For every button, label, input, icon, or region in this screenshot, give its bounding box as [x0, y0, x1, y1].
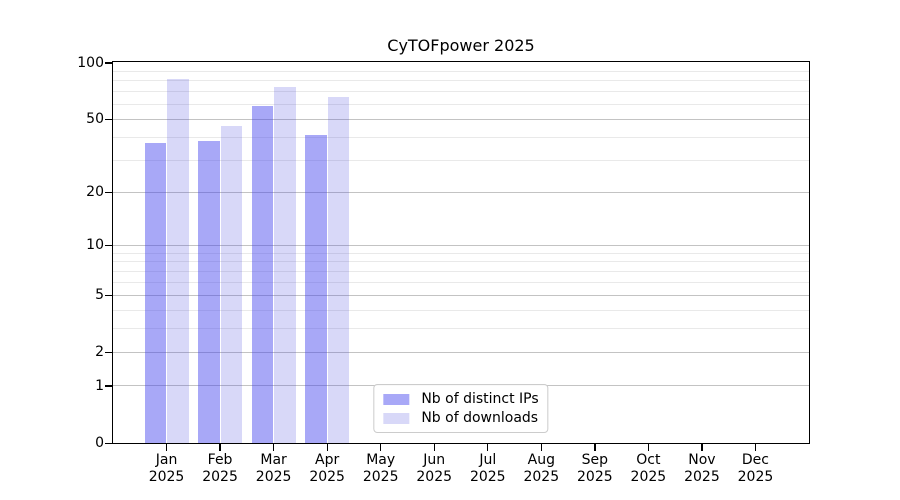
x-tick-year: 2025	[737, 468, 774, 485]
y-tick-label: 10	[86, 237, 104, 254]
x-tick-mark	[540, 443, 542, 451]
y-tick-label: 50	[86, 111, 104, 128]
bar-nb-of-distinct-ips-apr	[305, 135, 327, 443]
plot-area: Nb of distinct IPs Nb of downloads	[112, 61, 810, 444]
gridline-minor	[113, 271, 809, 273]
legend-label-distinct-ips: Nb of distinct IPs	[421, 391, 539, 407]
legend-label-downloads: Nb of downloads	[421, 410, 539, 426]
legend-item-downloads: Nb of downloads	[383, 410, 538, 426]
x-tick-label: Sep 2025	[560, 452, 630, 485]
x-tick-label: Jan 2025	[132, 452, 202, 485]
y-tick-mark	[105, 191, 113, 193]
x-tick-month: Jan	[155, 452, 178, 468]
x-tick-mark	[594, 443, 596, 451]
x-tick-year: 2025	[684, 468, 720, 485]
y-tick-mark	[105, 118, 113, 120]
gridline-major	[113, 351, 809, 353]
x-tick-month: Aug	[527, 452, 555, 468]
bar-nb-of-distinct-ips-mar	[251, 105, 274, 443]
y-tick-mark	[105, 442, 113, 444]
x-tick-mark	[487, 443, 489, 451]
x-tick-label: May 2025	[346, 452, 416, 485]
bar-nb-of-downloads-apr	[327, 96, 350, 443]
x-tick-month: Oct	[636, 452, 661, 468]
y-tick-label: 20	[86, 184, 104, 201]
x-tick-month: Jul	[479, 452, 497, 468]
x-tick-mark	[647, 443, 650, 451]
gridline-major	[113, 294, 809, 296]
x-tick-year: 2025	[630, 468, 667, 485]
x-tick-year: 2025	[362, 468, 399, 485]
gridline-minor	[113, 91, 809, 93]
x-tick-mark	[165, 443, 168, 451]
gridline-minor	[113, 252, 809, 254]
x-tick-mark	[380, 443, 382, 451]
y-tick-label: 5	[95, 287, 104, 304]
x-tick-year: 2025	[469, 468, 506, 485]
gridline-minor	[113, 261, 809, 263]
chart-title: CyTOFpower 2025	[387, 36, 535, 55]
y-tick-label: 100	[77, 54, 104, 71]
x-tick-month: Jun	[423, 452, 446, 468]
x-tick-label: Dec 2025	[720, 452, 790, 485]
x-tick-mark	[754, 443, 757, 451]
y-tick-mark	[105, 294, 113, 297]
bar-nb-of-downloads-jan	[167, 78, 189, 443]
bar-nb-of-downloads-feb	[220, 125, 243, 443]
x-tick-month: Sep	[581, 452, 609, 468]
x-tick-label: Oct 2025	[613, 452, 683, 485]
x-tick-month: Dec	[741, 452, 769, 468]
y-tick-label: 1	[95, 377, 104, 394]
x-tick-year: 2025	[148, 468, 185, 485]
x-tick-month: Feb	[207, 452, 233, 468]
x-tick-label: Jul 2025	[453, 452, 523, 485]
bar-nb-of-distinct-ips-feb	[198, 141, 220, 443]
gridline-minor	[113, 70, 809, 72]
x-tick-year: 2025	[202, 468, 238, 485]
x-tick-mark	[701, 443, 703, 451]
x-tick-label: Feb 2025	[185, 452, 255, 485]
x-tick-year: 2025	[523, 468, 560, 485]
gridline-minor	[113, 159, 809, 161]
gridline-minor	[113, 80, 809, 82]
x-tick-mark	[433, 443, 435, 451]
x-tick-mark	[326, 443, 328, 451]
y-tick-mark	[105, 62, 113, 64]
x-tick-mark	[273, 443, 275, 451]
x-tick-label: Nov 2025	[667, 452, 737, 485]
x-tick-label: Apr 2025	[292, 452, 362, 485]
x-tick-month: Apr	[315, 452, 340, 468]
gridline-major	[113, 191, 809, 193]
y-tick-mark	[105, 385, 113, 387]
x-tick-year: 2025	[577, 468, 613, 485]
y-tick-label: 2	[95, 344, 104, 361]
x-tick-label: Aug 2025	[506, 452, 576, 485]
x-tick-year: 2025	[416, 468, 453, 485]
legend-swatch-downloads-icon	[383, 412, 410, 424]
legend-item-distinct-ips: Nb of distinct IPs	[383, 391, 539, 407]
gridline-major	[113, 244, 809, 246]
y-tick-label: 0	[95, 435, 104, 451]
x-tick-mark	[219, 443, 221, 451]
x-tick-month: Mar	[260, 452, 287, 468]
x-tick-year: 2025	[255, 468, 292, 485]
gridline-major	[113, 118, 809, 120]
gridline-minor	[113, 328, 809, 330]
legend-swatch-distinct-ips-icon	[383, 393, 410, 405]
legend: Nb of distinct IPs Nb of downloads	[373, 384, 549, 433]
x-tick-year: 2025	[309, 468, 345, 485]
y-tick-mark	[105, 244, 113, 247]
gridline-minor	[113, 103, 809, 105]
gridline-minor	[113, 309, 809, 311]
bar-nb-of-distinct-ips-jan	[144, 143, 167, 443]
x-tick-month: Nov	[688, 452, 716, 468]
x-tick-month: May	[366, 452, 396, 468]
gridline-minor	[113, 136, 809, 138]
gridline-minor	[113, 282, 809, 284]
x-tick-label: Jun 2025	[399, 452, 469, 485]
bar-nb-of-downloads-mar	[274, 87, 296, 443]
y-tick-mark	[105, 351, 113, 354]
x-tick-label: Mar 2025	[239, 452, 309, 485]
